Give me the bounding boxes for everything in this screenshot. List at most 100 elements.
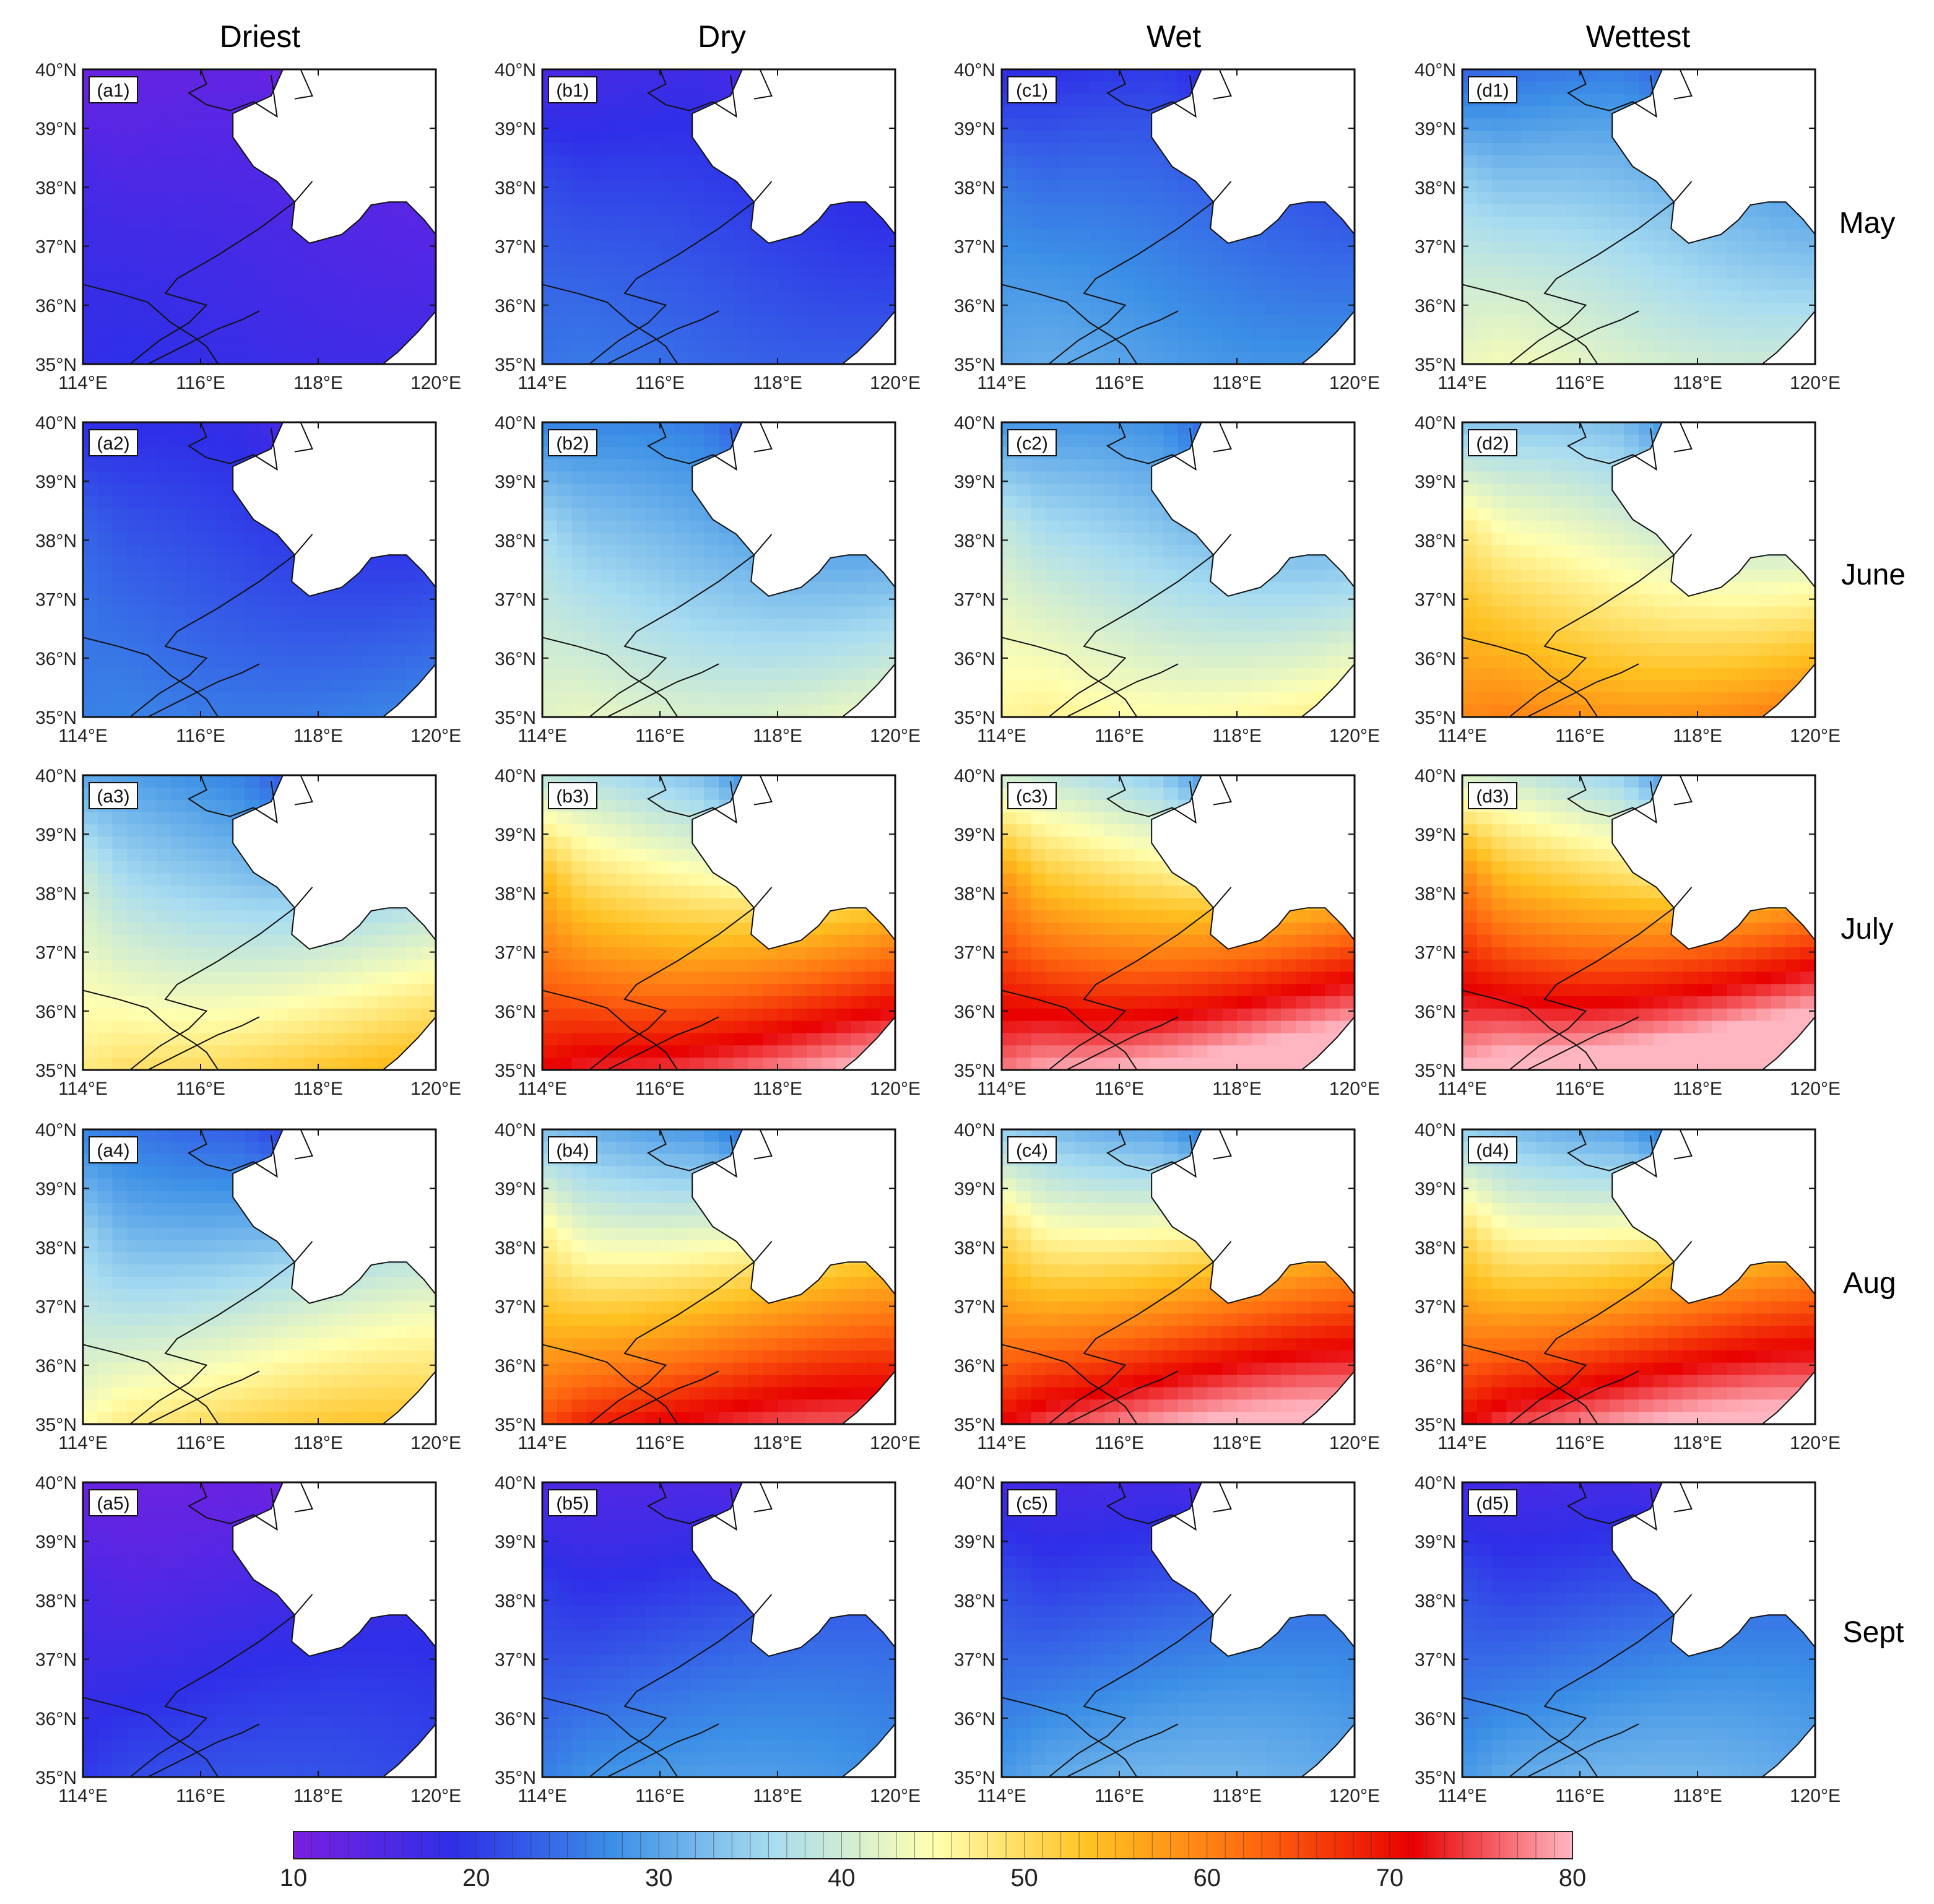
field-cell <box>112 106 128 120</box>
field-cell <box>1207 606 1223 620</box>
field-cell <box>83 327 98 341</box>
field-cell <box>1535 81 1551 95</box>
field-cell <box>1075 290 1091 303</box>
field-cell <box>1192 228 1208 242</box>
field-cell <box>1506 352 1522 364</box>
field-cell <box>645 180 661 193</box>
field-cell <box>1002 290 1017 303</box>
field-cell <box>230 180 246 193</box>
field-cell <box>748 327 764 341</box>
field-cell <box>201 545 216 558</box>
field-cell <box>1192 581 1208 595</box>
field-cell <box>601 446 617 460</box>
field-cell <box>1148 570 1164 583</box>
field-cell <box>1580 81 1595 95</box>
field-cell <box>1178 290 1194 303</box>
field-cell <box>1462 606 1478 620</box>
field-cell <box>689 81 705 95</box>
field-cell <box>1222 692 1238 705</box>
field-cell <box>1698 352 1713 364</box>
province-boundary <box>1462 284 1598 364</box>
field-cell <box>1178 180 1194 193</box>
field-cell <box>1521 69 1537 82</box>
province-boundary <box>1048 181 1232 364</box>
field-cell <box>557 594 573 607</box>
field-cell <box>215 131 231 144</box>
field-cell <box>1550 180 1566 193</box>
field-cell <box>1550 302 1566 316</box>
field-cell <box>1727 253 1743 267</box>
field-cell <box>1340 302 1355 316</box>
field-cell <box>836 570 852 583</box>
field-cell <box>362 705 378 717</box>
field-cell <box>1506 533 1522 546</box>
field-cell <box>1624 422 1639 435</box>
field-cell <box>645 204 661 217</box>
field-cell <box>97 705 113 717</box>
field-cell <box>1075 434 1091 448</box>
field-cell <box>1134 484 1150 497</box>
lat-tick-label: 39°N <box>495 472 536 492</box>
field-cell <box>142 496 157 509</box>
field-cell <box>1477 594 1493 607</box>
field-cell <box>880 290 895 303</box>
field-cell <box>1251 594 1267 607</box>
field-cell <box>689 155 705 168</box>
field-cell <box>1609 680 1625 693</box>
field-cell <box>1698 705 1713 717</box>
field-cell <box>1639 180 1654 193</box>
field-cell <box>1477 557 1493 570</box>
field-cell <box>1222 643 1238 656</box>
field-cell <box>615 302 631 316</box>
field-cell <box>1075 484 1091 497</box>
field-cell <box>1594 631 1610 644</box>
field-cell <box>1031 594 1047 607</box>
field-cell <box>1075 594 1091 607</box>
field-cell <box>127 459 142 472</box>
field-cell <box>1609 228 1625 242</box>
field-cell <box>1594 496 1610 509</box>
field-cell <box>601 339 617 352</box>
field-cell <box>880 241 895 254</box>
field-cell <box>1594 118 1610 131</box>
field-cell <box>630 106 646 120</box>
field-cell <box>1192 619 1208 632</box>
field-cell <box>83 1033 98 1046</box>
field-cell <box>201 520 216 534</box>
field-cell <box>1134 508 1150 521</box>
field-cell <box>112 655 128 669</box>
field-cell <box>215 705 231 717</box>
field-cell <box>1712 327 1728 341</box>
field-cell <box>601 143 617 156</box>
field-cell <box>186 606 201 620</box>
field-cell <box>1192 241 1208 254</box>
field-cell <box>1104 180 1120 193</box>
field-cell <box>1002 339 1017 352</box>
field-cell <box>1521 680 1537 693</box>
field-cell <box>865 290 882 303</box>
field-cell <box>1266 266 1282 279</box>
field-cell <box>127 167 142 181</box>
field-cell <box>689 217 705 230</box>
field-cell <box>1565 508 1581 521</box>
field-cell <box>332 655 349 669</box>
field-cell <box>1609 339 1625 352</box>
field-cell <box>274 643 290 656</box>
field-cell <box>1535 352 1551 364</box>
field-cell <box>763 266 778 279</box>
field-cell <box>748 315 764 328</box>
field-cell <box>245 290 260 303</box>
field-cell <box>807 581 823 595</box>
field-cell <box>1207 278 1223 291</box>
field-cell <box>1771 266 1787 279</box>
field-cell <box>571 508 588 521</box>
field-cell <box>1207 290 1223 303</box>
field-cell <box>142 692 157 705</box>
field-cell <box>1712 667 1728 681</box>
field-cell <box>1296 339 1311 352</box>
field-cell <box>1521 631 1537 644</box>
field-cell <box>1741 241 1757 254</box>
field-cell <box>201 667 216 681</box>
field-cell <box>851 631 867 644</box>
field-cell <box>1134 180 1150 193</box>
